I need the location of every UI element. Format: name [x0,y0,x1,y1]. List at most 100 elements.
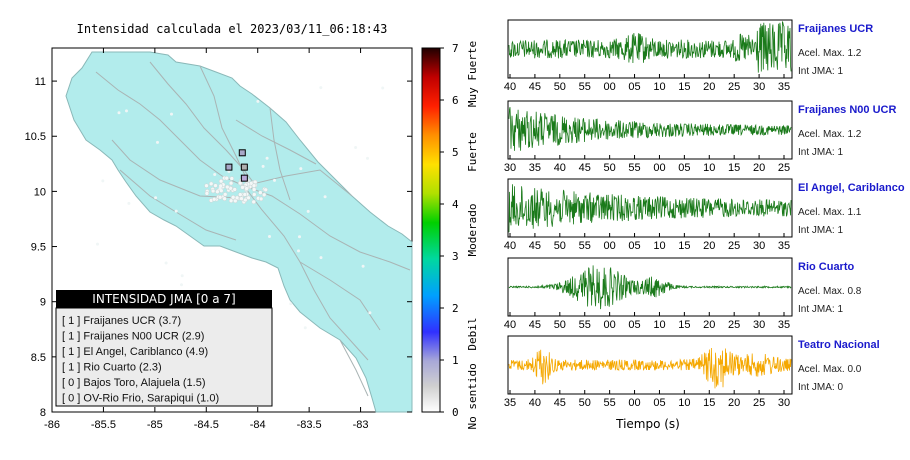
trace-tick-label: 10 [653,240,665,252]
station-acel: Acel. Max. 1.2 [798,129,862,140]
road [199,65,249,183]
trace-tick-label: 50 [554,81,566,93]
town-dot [154,196,158,200]
trace-tick-label: 05 [628,240,640,252]
town-dot [204,191,210,196]
waveform [508,184,792,233]
trace-tick-label: 10 [653,81,665,93]
town-dot [251,187,257,192]
trace-tick-label: 55 [579,81,591,93]
town-dot [263,187,268,193]
station-name: El Angel, Cariblanco [798,182,905,194]
colorbar-category-label: Moderado [466,204,479,257]
trace-panel: 40 45 50 55 00 05 10 15 20 25 30 35 Fraijanes UCR Ace… [504,19,873,93]
colorbar-category-label: Muy Fuerte [466,41,479,107]
trace-tick-label: 25 [753,397,765,409]
town-dot [117,111,121,115]
town-dot [180,283,183,287]
town-dot [289,302,293,306]
town-dot [217,195,223,200]
traces-xlabel: Tiempo (s) [615,417,680,431]
town-dot [164,261,168,265]
trace-tick-label: 45 [579,162,591,174]
trace-tick-label: 20 [728,397,740,409]
town-dot [180,274,184,278]
trace-tick-label: 05 [628,319,640,331]
trace-tick-label: 50 [554,240,566,252]
trace-panel: 35 40 45 50 55 00 05 10 15 20 25 30 Teatro Nacional A… [504,335,880,409]
town-dot [297,249,300,253]
legend-row: [ 0 ] Bajos Toro, Alajuela (1.5) [62,377,206,389]
trace-tick-label: 20 [703,81,715,93]
trace-tick-label: 30 [753,319,765,331]
map-x-tick-label: -83 [353,419,369,431]
town-dot [238,192,243,197]
town-dot [240,185,245,190]
town-dot [215,189,220,194]
road [243,169,353,197]
station-marker [240,163,248,171]
town-dot [243,197,248,203]
station-jma: Int JMA: 0 [798,382,843,393]
town-dots [96,86,385,330]
station-marker [225,163,233,171]
map-y-tick-label: 10.5 [25,131,46,143]
trace-tick-label: 50 [579,397,591,409]
map-x-tick-label: -83.5 [297,419,322,431]
legend-header-bg [56,290,272,308]
legend-row: [ 1 ] Fraijanes UCR (3.7) [62,315,181,327]
road [243,185,411,271]
colorbar-tick-label: 6 [452,94,459,107]
town-dot [204,183,209,188]
colorbar-tick-label: 2 [452,302,459,315]
town-dot [228,180,234,186]
map-y-tick-label: 8.5 [31,352,46,364]
map-x-tick-label: -85 [147,419,163,431]
town-dot [232,187,237,192]
town-dot [242,192,248,197]
road [235,119,317,165]
colorbar-tick-label: 0 [452,406,459,419]
station-jma: Int JMA: 1 [798,147,843,158]
station-jma: Int JMA: 1 [798,225,843,236]
station-markers [225,149,248,182]
trace-tick-label: 00 [604,81,616,93]
trace-tick-label: 45 [529,81,541,93]
station-acel: Acel. Max. 0.0 [798,364,862,375]
trace-tick-label: 35 [504,397,516,409]
town-dot [127,201,131,205]
trace-tick-label: 45 [529,319,541,331]
town-dot [244,186,249,191]
waveform [508,107,792,151]
town-dot [381,86,385,90]
map-x-tick-label: -85.5 [91,419,116,431]
trace-tick-label: 40 [504,319,516,331]
trace-panel: 40 45 50 55 00 05 10 15 20 25 30 35 El Angel, Caribl… [504,178,905,252]
town-dot [239,196,244,201]
town-dot [213,173,217,176]
town-dot [170,112,173,116]
trace-tick-label: 00 [604,319,616,331]
trace-tick-label: 05 [653,397,665,409]
trace-tick-label: 40 [504,81,516,93]
trace-panel: 40 45 50 55 00 05 10 15 20 25 30 35 Rio Cuarto Acel. … [504,257,862,331]
town-dot [306,209,310,213]
trace-tick-label: 25 [728,81,740,93]
station-marker [240,174,248,182]
colorbar-category-label: Debil [466,317,479,350]
town-dot [222,196,227,201]
trace-tick-label: 15 [678,319,690,331]
trace-tick-label: 25 [778,162,790,174]
trace-tick-label: 40 [554,162,566,174]
intensity-legend: INTENSIDAD JMA [0 a 7] [ 1 ] Fraijanes U… [55,290,273,407]
town-dot [323,195,327,199]
town-dot [251,199,256,205]
town-dot [319,256,323,260]
colorbar-tick-label: 7 [452,42,459,55]
town-dot [230,195,236,200]
town-dot [368,311,372,315]
land-shape [65,51,413,413]
station-jma: Int JMA: 1 [798,304,843,315]
map-x-tick-label: -84.5 [194,419,219,431]
